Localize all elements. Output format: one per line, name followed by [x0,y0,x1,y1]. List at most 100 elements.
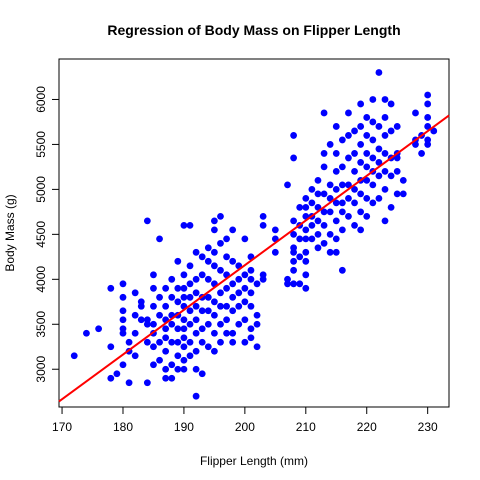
data-point [351,150,358,157]
data-point [290,230,298,238]
x-axis-label: Flipper Length (mm) [200,454,308,468]
data-point [424,123,432,130]
data-point [162,334,170,342]
data-point [204,257,212,265]
data-point [381,150,389,157]
data-point [180,221,188,229]
data-point [235,289,243,297]
data-point [229,338,237,346]
data-point [150,302,157,310]
x-tick-label: 220 [357,420,377,434]
data-point [290,280,298,288]
data-point [381,96,389,103]
data-point [369,154,377,162]
data-point [174,257,182,265]
data-point [186,352,194,360]
data-point [150,284,157,292]
data-point [253,343,261,351]
data-point [302,194,310,202]
data-point [235,275,243,283]
data-point [351,221,358,229]
data-point [345,154,352,162]
x-tick-label: 200 [235,420,255,434]
data-point [332,123,340,130]
data-point [168,374,176,382]
data-point [131,289,139,297]
data-point [320,190,328,198]
data-point [326,181,334,189]
data-point [168,338,176,346]
data-point [186,307,194,315]
data-point [345,132,352,139]
data-point [223,329,230,337]
data-point [162,365,170,373]
data-point [332,248,340,256]
data-point [247,302,255,310]
chart-title: Regression of Body Mass on Flipper Lengt… [107,22,400,38]
data-point [302,248,310,256]
data-point [186,338,194,346]
data-point [351,185,358,193]
data-point [119,316,127,324]
x-tick-label: 230 [418,420,438,434]
data-point [381,185,389,193]
data-point [412,109,419,117]
data-point [186,320,194,328]
data-point [363,194,371,202]
data-point [418,150,425,157]
data-point [162,302,170,310]
data-point [393,168,401,175]
data-point [210,311,218,319]
data-point [210,298,218,306]
data-point [217,289,224,297]
data-point [357,208,365,216]
data-point [253,311,261,319]
data-point [192,316,200,324]
data-point [320,221,328,229]
data-point [204,275,212,283]
data-point [198,253,206,261]
data-point [369,199,377,207]
y-tick-label: 6000 [34,86,48,113]
data-point [424,114,432,121]
data-point [302,203,310,211]
data-point [399,190,407,198]
data-point [302,235,310,243]
data-point [424,141,432,148]
data-point [198,307,206,315]
data-point [217,212,224,220]
data-point [345,181,352,189]
y-axis-label: Body Mass (g) [3,194,17,271]
data-point [150,320,157,328]
data-point [338,226,346,234]
data-point [204,293,212,301]
data-point [162,284,170,292]
data-point [162,374,170,382]
data-point [284,280,291,288]
data-point [247,266,255,274]
data-point [143,217,151,225]
data-point [229,293,237,301]
data-point [296,235,304,243]
data-point [290,266,298,274]
regression-line [58,114,450,403]
data-point [186,280,194,288]
data-point [326,208,334,216]
data-point [320,163,328,171]
data-point [375,172,383,180]
data-point [290,132,298,139]
data-point [314,176,322,184]
data-point [223,284,230,292]
data-point [381,217,389,225]
data-point [399,176,407,184]
data-point [302,257,310,265]
data-point [174,352,182,360]
data-point [174,284,182,292]
data-point [241,284,249,292]
data-point [351,127,358,135]
data-point [338,163,346,171]
data-point [351,199,358,207]
data-point [204,307,212,315]
data-point [247,325,255,333]
data-point [363,114,371,121]
